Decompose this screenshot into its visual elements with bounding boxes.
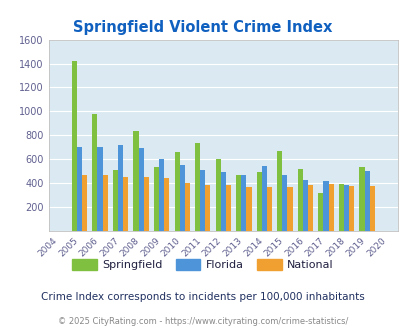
Bar	[318, 193, 323, 231]
Bar	[143, 177, 149, 231]
Bar	[113, 170, 118, 231]
Bar	[215, 159, 220, 231]
Bar	[205, 185, 210, 231]
Bar	[200, 170, 205, 231]
Bar	[102, 175, 107, 231]
Bar	[369, 185, 374, 231]
Bar	[323, 182, 328, 231]
Bar	[256, 172, 261, 231]
Bar	[220, 172, 225, 231]
Legend: Springfield, Florida, National: Springfield, Florida, National	[68, 255, 337, 275]
Bar	[97, 147, 102, 231]
Bar	[277, 151, 281, 231]
Bar	[133, 131, 138, 231]
Bar	[194, 143, 200, 231]
Bar	[123, 177, 128, 231]
Bar	[153, 167, 159, 231]
Bar	[307, 185, 312, 231]
Bar	[92, 114, 97, 231]
Bar	[297, 169, 302, 231]
Bar	[179, 165, 184, 231]
Bar	[118, 145, 123, 231]
Bar	[364, 171, 369, 231]
Bar	[77, 147, 82, 231]
Bar	[241, 175, 246, 231]
Bar	[164, 178, 169, 231]
Bar	[236, 175, 241, 231]
Bar	[184, 183, 190, 231]
Bar	[266, 187, 271, 231]
Text: Springfield Violent Crime Index: Springfield Violent Crime Index	[73, 20, 332, 35]
Text: Crime Index corresponds to incidents per 100,000 inhabitants: Crime Index corresponds to incidents per…	[41, 292, 364, 302]
Bar	[261, 166, 266, 231]
Bar	[343, 185, 348, 231]
Bar	[358, 167, 364, 231]
Bar	[287, 187, 292, 231]
Bar	[82, 175, 87, 231]
Bar	[281, 175, 287, 231]
Bar	[338, 184, 343, 231]
Bar	[302, 180, 307, 231]
Bar	[328, 184, 333, 231]
Bar	[246, 187, 251, 231]
Text: © 2025 CityRating.com - https://www.cityrating.com/crime-statistics/: © 2025 CityRating.com - https://www.city…	[58, 317, 347, 326]
Bar	[348, 186, 353, 231]
Bar	[159, 159, 164, 231]
Bar	[72, 61, 77, 231]
Bar	[174, 152, 179, 231]
Bar	[225, 185, 230, 231]
Bar	[138, 148, 143, 231]
